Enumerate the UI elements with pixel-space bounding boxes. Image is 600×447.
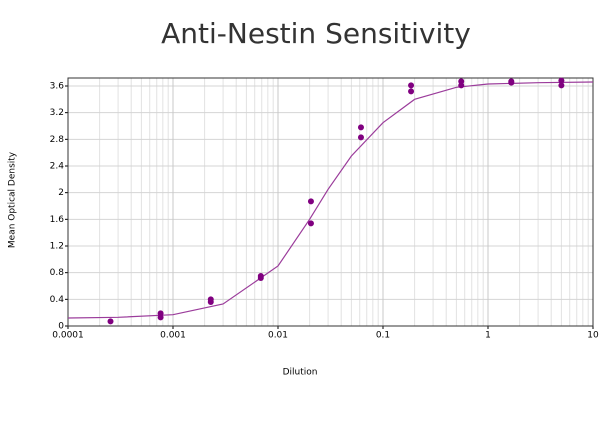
y-tick-label: 3.2 bbox=[50, 108, 64, 118]
plot-frame bbox=[67, 77, 594, 327]
y-axis-label: Mean Optical Density bbox=[8, 151, 18, 248]
data-point bbox=[357, 134, 364, 141]
y-tick-label: 3.6 bbox=[50, 82, 65, 92]
chart-title: Anti-Nestin Sensitivity bbox=[161, 17, 471, 50]
y-tick-label: 2 bbox=[58, 188, 64, 198]
y-tick-label: 0.8 bbox=[50, 268, 65, 278]
y-tick-label: 0 bbox=[58, 322, 64, 332]
x-axis-label: Dilution bbox=[283, 368, 318, 378]
x-tick-label: 0.1 bbox=[376, 331, 390, 341]
data-point bbox=[207, 299, 214, 305]
fit-curve bbox=[67, 81, 594, 319]
data-point bbox=[307, 220, 314, 227]
data-point bbox=[458, 82, 465, 89]
data-point bbox=[408, 88, 415, 95]
data-point bbox=[257, 275, 264, 281]
data-point bbox=[107, 318, 114, 325]
x-tick-label: 0.001 bbox=[160, 331, 186, 341]
data-point bbox=[558, 77, 565, 84]
x-tick-label: 0.0001 bbox=[52, 331, 84, 341]
plot bbox=[67, 77, 594, 325]
y-tick-label: 2.4 bbox=[50, 162, 65, 172]
y-tick-label: 2.8 bbox=[50, 135, 65, 145]
data-point bbox=[558, 82, 565, 89]
grid: 0 0.4 0.8 1.2 1.6 2 2.4 2.8 3.2 3.6 0.0001 0.001 0.0… bbox=[50, 77, 599, 341]
data-point bbox=[357, 124, 364, 131]
x-tick-label: 1 bbox=[485, 331, 491, 341]
x-tick-label: 0.01 bbox=[268, 331, 288, 341]
data-point bbox=[408, 82, 415, 89]
y-tick-label: 1.6 bbox=[50, 215, 65, 225]
y-tick-label: 1.2 bbox=[50, 242, 64, 252]
data-point bbox=[508, 79, 515, 86]
data-point bbox=[307, 198, 314, 205]
y-tick-label: 0.4 bbox=[50, 295, 65, 305]
x-tick-label: 10 bbox=[587, 331, 599, 341]
data-point bbox=[157, 314, 164, 321]
